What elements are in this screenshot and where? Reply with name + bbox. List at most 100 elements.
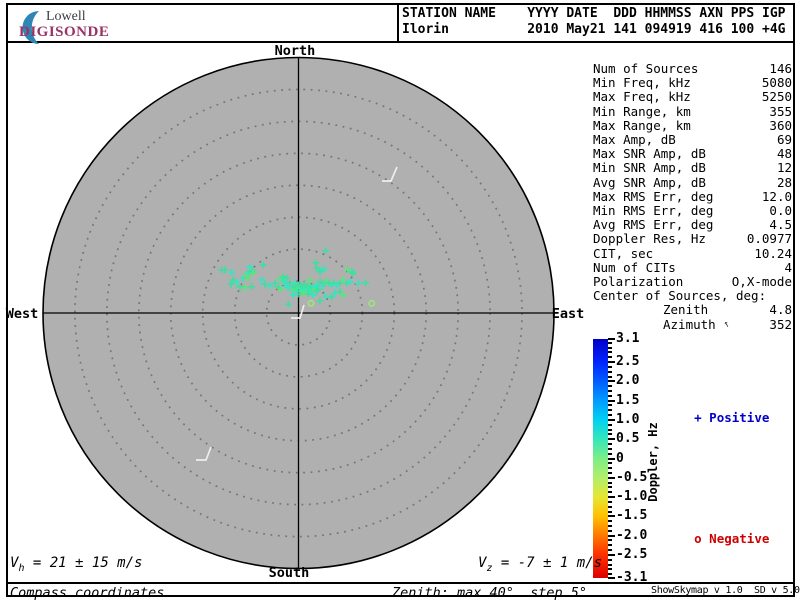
stat-row: Num of Sources 146 bbox=[593, 61, 792, 76]
colorbar-major-tick bbox=[608, 338, 615, 340]
colorbar-minor-tick bbox=[608, 351, 612, 354]
colorbar-major-tick bbox=[608, 399, 615, 402]
colorbar-minor-tick bbox=[608, 409, 612, 412]
source-point-positive bbox=[344, 266, 352, 274]
colorbar-major-tick bbox=[608, 496, 615, 499]
legend-negative-label: Negative bbox=[709, 531, 770, 546]
stat-row: Min Freq, kHz 5080 bbox=[593, 76, 792, 90]
direction-marker bbox=[291, 304, 305, 319]
stat-value: 48 bbox=[776, 146, 792, 162]
source-point-positive bbox=[316, 278, 324, 286]
stat-label: Avg RMS Err, deg bbox=[593, 217, 714, 233]
stat-value: 28 bbox=[776, 174, 792, 190]
header-rule bbox=[6, 41, 795, 43]
colorbar-tick-label: 0.5 bbox=[616, 431, 640, 447]
stat-row: Center of Sources, deg: bbox=[593, 289, 792, 303]
source-point-positive bbox=[249, 269, 257, 277]
station-header-values: Ilorin 2010 May21 141 094919 416 100 +4G bbox=[402, 22, 786, 37]
stat-value: 4.8 bbox=[769, 302, 792, 318]
colorbar-minor-tick bbox=[608, 539, 612, 542]
colorbar-minor-tick bbox=[608, 346, 612, 349]
colorbar-tick-label: 3.1 bbox=[616, 331, 640, 347]
source-point-positive bbox=[229, 276, 237, 284]
azimuth-direction-icon: ↑ bbox=[721, 317, 732, 331]
stat-label: Center of Sources, deg: bbox=[593, 288, 767, 304]
colorbar-minor-tick bbox=[608, 414, 612, 417]
stat-value: 5250 bbox=[761, 89, 792, 105]
measurement-stats-panel: Num of Sources 146 Min Freq, kHz 5080 Max Fr… bbox=[593, 61, 792, 332]
source-point-positive bbox=[284, 300, 292, 308]
logo-digisonde-text: DIGISONDE bbox=[19, 24, 110, 40]
colorbar-minor-tick bbox=[608, 544, 612, 547]
colorbar-minor-tick bbox=[608, 481, 612, 484]
colorbar-major-tick bbox=[608, 577, 615, 579]
source-point-positive bbox=[348, 268, 356, 276]
footer-rule bbox=[6, 582, 795, 584]
stat-label: Max Amp, dB bbox=[593, 132, 676, 148]
colorbar-minor-tick bbox=[608, 500, 612, 503]
compass-label-south: South bbox=[268, 565, 310, 581]
colorbar-tick-label: -2.0 bbox=[616, 527, 648, 543]
stat-label: Num of CITs bbox=[593, 259, 676, 275]
stat-row: Max SNR Amp, dB 48 bbox=[593, 147, 792, 161]
stat-value: 5080 bbox=[761, 75, 792, 91]
colorbar-tick-label: 0 bbox=[616, 450, 624, 466]
stat-label: Min Range, km bbox=[593, 103, 691, 119]
colorbar-major-tick bbox=[608, 515, 615, 518]
colorbar-minor-tick bbox=[608, 341, 612, 344]
source-point-positive bbox=[246, 263, 254, 271]
source-point-positive bbox=[346, 278, 354, 286]
source-point-positive bbox=[233, 278, 241, 286]
stat-label: Max SNR Amp, dB bbox=[593, 146, 706, 162]
colorbar-minor-tick bbox=[608, 549, 612, 552]
stat-row: Min SNR Amp, dB 12 bbox=[593, 161, 792, 175]
colorbar-minor-tick bbox=[608, 365, 612, 368]
stat-label: Num of Sources bbox=[593, 61, 699, 76]
colorbar-minor-tick bbox=[608, 524, 612, 527]
source-point-positive bbox=[304, 290, 312, 298]
colorbar-minor-tick bbox=[608, 404, 612, 407]
colorbar-minor-tick bbox=[608, 428, 612, 431]
stat-row: Doppler Res, Hz 0.0977 bbox=[593, 232, 792, 246]
source-point-positive bbox=[331, 289, 339, 297]
colorbar-minor-tick bbox=[608, 471, 612, 474]
source-point-positive bbox=[244, 274, 252, 282]
source-point-positive bbox=[294, 290, 302, 298]
stat-value: 355 bbox=[769, 103, 792, 119]
source-point-positive bbox=[339, 276, 347, 284]
source-point-positive bbox=[306, 276, 314, 284]
stat-row: Azimuth ↑ 352 bbox=[593, 316, 792, 332]
software-version-text: ShowSkymap v 1.0 SD v 5.0 bbox=[651, 585, 800, 596]
colorbar-minor-tick bbox=[608, 563, 612, 566]
digisonde-logo: Lowell DIGISONDE bbox=[8, 5, 138, 44]
colorbar-major-tick bbox=[608, 418, 615, 421]
source-point-negative bbox=[368, 299, 376, 307]
colorbar-major-tick bbox=[608, 361, 615, 364]
colorbar-minor-tick bbox=[608, 573, 612, 576]
outer-border bbox=[6, 3, 795, 597]
source-point-positive bbox=[236, 283, 244, 291]
colorbar-minor-tick bbox=[608, 491, 612, 494]
colorbar-tick-label: -3.1 bbox=[616, 570, 648, 586]
stat-label: CIT, sec bbox=[593, 245, 654, 261]
colorbar-minor-tick bbox=[608, 443, 612, 446]
source-point-positive bbox=[314, 285, 322, 293]
stat-value: 352 bbox=[769, 316, 792, 332]
colorbar-major-tick bbox=[608, 553, 615, 556]
stat-row: Avg RMS Err, deg 4.5 bbox=[593, 218, 792, 232]
source-point-positive bbox=[228, 268, 236, 276]
header-divider bbox=[397, 3, 399, 43]
source-point-positive bbox=[241, 284, 249, 292]
stat-row: Min RMS Err, deg 0.0 bbox=[593, 203, 792, 218]
stat-label: Min Freq, kHz bbox=[593, 75, 691, 91]
colorbar-minor-tick bbox=[608, 390, 612, 393]
stat-row: Avg SNR Amp, dB 28 bbox=[593, 174, 792, 190]
source-point-positive bbox=[283, 274, 291, 282]
colorbar-tick-label: 2.0 bbox=[616, 373, 640, 389]
legend-positive: + Positive bbox=[664, 395, 769, 440]
source-point-positive bbox=[312, 259, 320, 267]
colorbar-minor-tick bbox=[608, 520, 612, 523]
doppler-colorbar bbox=[593, 339, 608, 578]
